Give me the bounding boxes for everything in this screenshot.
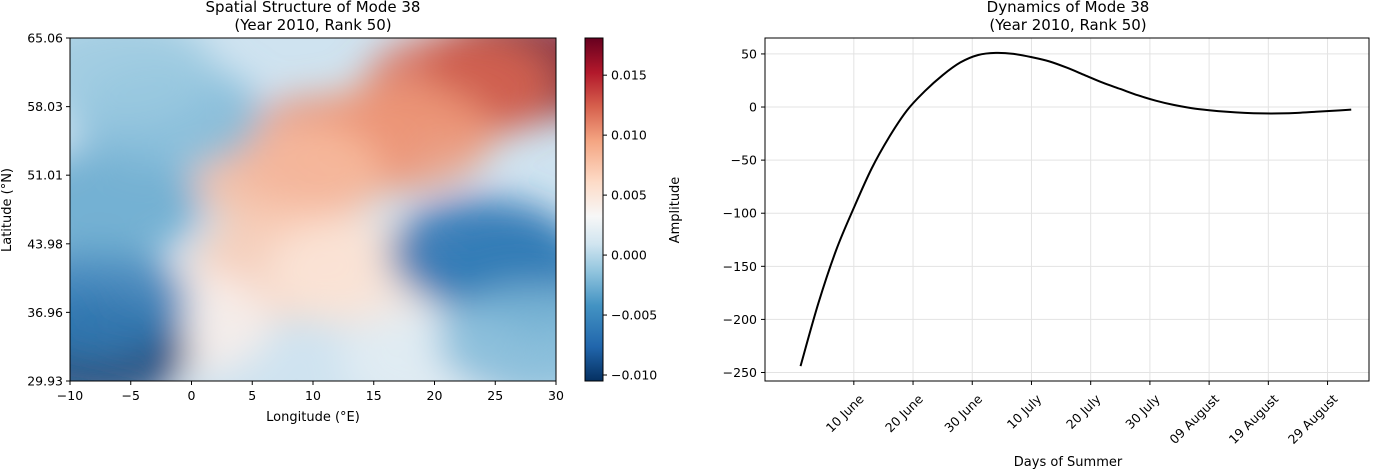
- heatmap-anomaly-12: [70, 149, 202, 260]
- map-title: Spatial Structure of Mode 38: [206, 0, 421, 16]
- line-ytick-label: −150: [723, 259, 757, 274]
- line-ytick-label: −100: [723, 206, 757, 221]
- colorbar-tick-label: 0.005: [611, 188, 647, 203]
- series-line: [799, 51, 1352, 367]
- line-frame: [764, 37, 1370, 382]
- line-subtitle: (Year 2010, Rank 50): [989, 16, 1146, 34]
- line-ytick-label: 0: [749, 100, 757, 115]
- map-subtitle: (Year 2010, Rank 50): [234, 16, 391, 34]
- map-ytick-label: 36.96: [27, 305, 63, 320]
- colorbar-label: Amplitude: [668, 177, 683, 244]
- map-xtick-label: −10: [57, 388, 83, 403]
- map-ytick-label: 65.06: [27, 31, 63, 46]
- colorbar-gradient: [584, 37, 604, 382]
- map-ytick-label: 51.01: [27, 168, 63, 183]
- line-xlabel: Days of Summer: [1014, 455, 1123, 470]
- line-xtick-label: 20 July: [1063, 391, 1104, 432]
- line-ytick-label: −200: [723, 312, 757, 327]
- colorbar: −0.010 −0.005 0.000 0.005 0.010 0.015 Amplitu…: [584, 37, 683, 383]
- map-ytick-label: 58.03: [27, 99, 63, 114]
- colorbar-tick-label: −0.010: [611, 368, 657, 383]
- heatmap-anomaly-11: [70, 247, 190, 358]
- map-ytick-label: 29.93: [27, 374, 63, 389]
- colorbar-tick-label: 0.010: [611, 128, 647, 143]
- heatmap-field: [70, 38, 556, 381]
- map-ytick-label: 43.98: [27, 236, 63, 251]
- map-xtick-label: 30: [548, 388, 564, 403]
- heatmap-anomaly-14: [70, 38, 214, 123]
- spatial-map-panel: Spatial Structure of Mode 38 (Year 2010,…: [0, 0, 564, 425]
- line-xtick-label: 30 June: [941, 391, 985, 435]
- line-xtick-label: 29 August: [1285, 391, 1341, 447]
- dynamics-panel: Dynamics of Mode 38 (Year 2010, Rank 50)…: [723, 0, 1370, 470]
- colorbar-tick-label: 0.000: [611, 248, 647, 263]
- line-ytick-label: −250: [723, 365, 757, 380]
- map-xtick-label: 10: [305, 388, 321, 403]
- line-xtick-label: 10 July: [1004, 391, 1045, 432]
- line-xtick-label: 10 June: [823, 391, 867, 435]
- map-xlabel: Longitude (°E): [266, 410, 360, 425]
- map-xtick-label: 25: [487, 388, 503, 403]
- map-ylabel: Latitude (°N): [0, 168, 15, 252]
- map-xtick-label: 20: [427, 388, 443, 403]
- line-ytick-label: 50: [741, 46, 757, 61]
- line-xtick-label: 09 August: [1166, 391, 1222, 447]
- line-ytick-label: −50: [731, 153, 757, 168]
- line-xtick-label: 19 August: [1226, 391, 1282, 447]
- colorbar-tick-label: 0.015: [611, 68, 647, 83]
- line-xtick-label: 30 July: [1122, 391, 1163, 432]
- line-title: Dynamics of Mode 38: [987, 0, 1150, 16]
- map-xtick-label: 15: [366, 388, 382, 403]
- map-xtick-label: 0: [188, 388, 196, 403]
- line-xtick-label: 20 June: [882, 391, 926, 435]
- map-xtick-label: −5: [122, 388, 140, 403]
- colorbar-tick-label: −0.005: [611, 308, 657, 323]
- heatmap-anomaly-16: [436, 286, 556, 381]
- map-xtick-label: 5: [248, 388, 256, 403]
